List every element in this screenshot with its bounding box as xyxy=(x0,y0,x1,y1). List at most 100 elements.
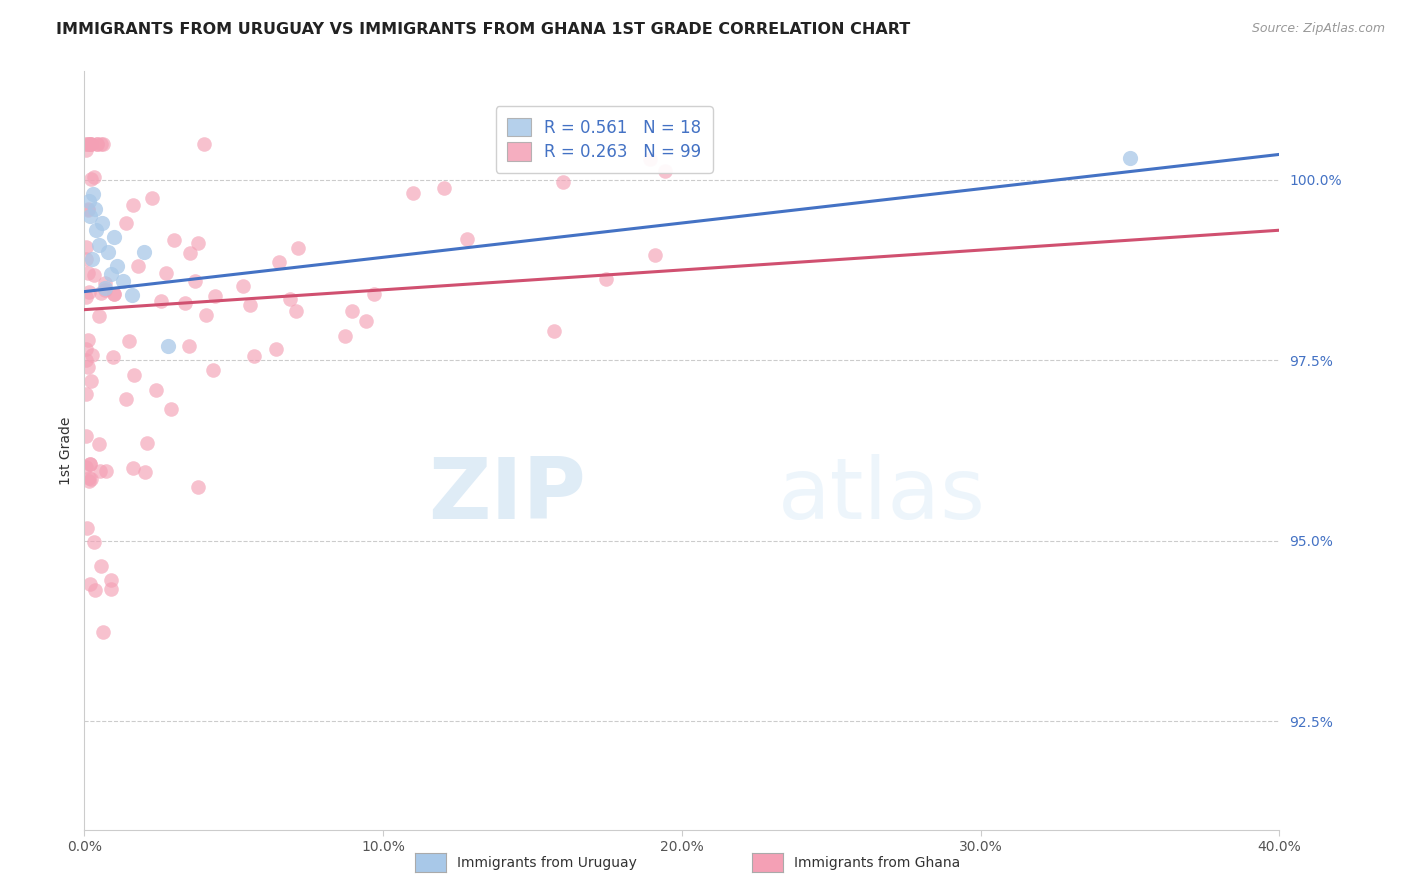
Point xyxy=(89,309,111,323)
Text: Source: ZipAtlas.com: Source: ZipAtlas.com xyxy=(1251,22,1385,36)
Point xyxy=(173,295,195,310)
Point xyxy=(89,237,111,252)
Point xyxy=(86,136,108,151)
Text: ZIP: ZIP xyxy=(429,454,586,538)
Point xyxy=(93,277,115,291)
Point xyxy=(82,187,104,202)
Point xyxy=(333,329,356,343)
Point xyxy=(91,136,114,151)
Point xyxy=(75,290,97,304)
Point xyxy=(80,348,103,362)
Point xyxy=(79,209,101,223)
Point xyxy=(122,368,145,382)
Point xyxy=(80,374,103,388)
Point xyxy=(79,136,101,151)
Point xyxy=(80,252,103,266)
Point xyxy=(90,136,112,151)
Point xyxy=(77,359,100,374)
Point xyxy=(187,235,209,250)
Point xyxy=(287,241,309,255)
Point xyxy=(75,429,97,443)
Point xyxy=(118,334,141,348)
Point xyxy=(122,197,145,211)
Point xyxy=(242,349,264,363)
Point xyxy=(100,573,122,587)
Point xyxy=(75,252,97,267)
Point xyxy=(76,136,98,151)
Point xyxy=(77,474,100,488)
Point xyxy=(103,230,125,244)
Point xyxy=(543,324,565,338)
Point xyxy=(654,163,676,178)
Point xyxy=(134,466,156,480)
Point xyxy=(75,240,97,254)
Point xyxy=(75,352,97,367)
Y-axis label: 1st Grade: 1st Grade xyxy=(59,417,73,484)
Point xyxy=(86,136,108,151)
Point xyxy=(80,136,103,151)
Point xyxy=(195,308,218,322)
Point xyxy=(135,436,157,450)
Point xyxy=(83,170,105,185)
Point xyxy=(79,457,101,471)
Point xyxy=(177,339,200,353)
Point xyxy=(80,171,103,186)
Point xyxy=(91,624,114,639)
Point xyxy=(644,248,666,262)
Point xyxy=(77,202,100,216)
Point xyxy=(77,266,100,280)
Point xyxy=(87,436,110,450)
Point xyxy=(239,298,262,312)
Point xyxy=(75,143,97,157)
Point xyxy=(162,233,184,247)
Point xyxy=(75,387,97,401)
Point xyxy=(103,287,125,301)
Point xyxy=(77,194,100,209)
Point xyxy=(363,286,385,301)
Point xyxy=(79,577,101,591)
Point xyxy=(269,255,291,269)
Point xyxy=(77,470,100,484)
Point xyxy=(551,175,574,189)
Point xyxy=(83,268,105,282)
Point xyxy=(187,480,209,494)
Point xyxy=(77,285,100,299)
Point xyxy=(91,216,114,230)
Point xyxy=(184,274,207,288)
Point xyxy=(80,472,103,486)
Point xyxy=(232,279,254,293)
Point xyxy=(75,342,97,356)
Point xyxy=(86,223,108,237)
Point xyxy=(83,534,105,549)
Point xyxy=(84,582,107,597)
Point xyxy=(157,339,180,353)
Point xyxy=(103,286,125,301)
Text: atlas: atlas xyxy=(778,454,986,538)
Point xyxy=(266,343,288,357)
Point xyxy=(145,383,167,397)
Point xyxy=(77,202,100,217)
Point xyxy=(127,259,149,273)
Point xyxy=(354,314,377,328)
Point xyxy=(179,246,201,260)
Point xyxy=(100,582,122,596)
Point xyxy=(76,334,98,348)
Text: IMMIGRANTS FROM URUGUAY VS IMMIGRANTS FROM GHANA 1ST GRADE CORRELATION CHART: IMMIGRANTS FROM URUGUAY VS IMMIGRANTS FR… xyxy=(56,22,911,37)
Text: Immigrants from Uruguay: Immigrants from Uruguay xyxy=(457,855,637,870)
Point xyxy=(456,232,478,246)
Point xyxy=(76,521,98,535)
Point xyxy=(100,267,122,281)
Point xyxy=(103,350,125,364)
Point xyxy=(121,461,143,475)
Point xyxy=(121,288,143,302)
Point xyxy=(80,136,103,151)
Point xyxy=(89,464,111,478)
Point xyxy=(77,136,100,151)
Point xyxy=(83,202,105,216)
Point xyxy=(202,363,225,377)
Legend: R = 0.561   N = 18, R = 0.263   N = 99: R = 0.561 N = 18, R = 0.263 N = 99 xyxy=(496,106,713,173)
Point xyxy=(595,271,617,285)
Point xyxy=(115,216,138,230)
Text: Immigrants from Ghana: Immigrants from Ghana xyxy=(794,855,960,870)
Point xyxy=(115,392,138,406)
